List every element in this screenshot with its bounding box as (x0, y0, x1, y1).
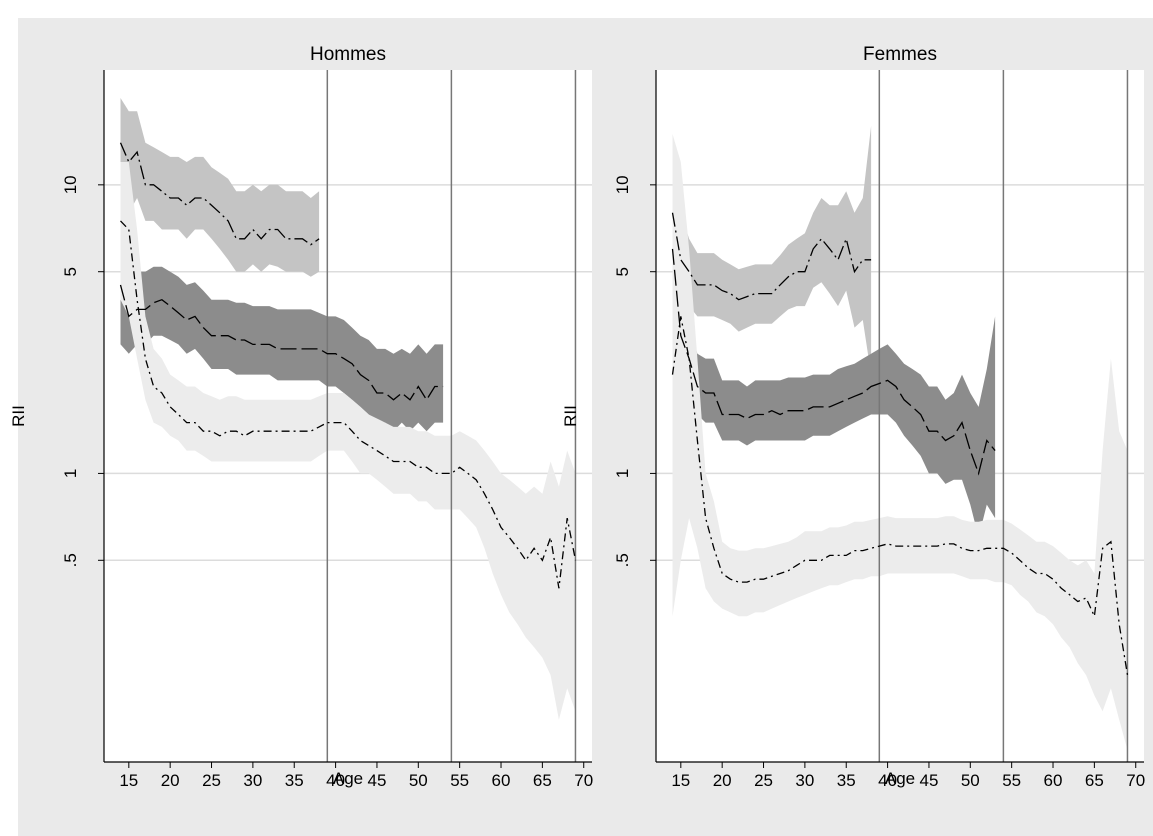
x-tick-label: 25 (754, 771, 773, 790)
x-tick-label: 65 (533, 771, 552, 790)
x-axis-label-femmes: Age (885, 769, 915, 788)
x-tick-label: 25 (202, 771, 221, 790)
x-tick-label: 70 (1126, 771, 1145, 790)
x-tick-label: 30 (243, 771, 262, 790)
x-tick-label: 20 (713, 771, 732, 790)
y-axis-label-hommes: RII (9, 405, 28, 427)
x-tick-label: 60 (492, 771, 511, 790)
x-tick-label: 65 (1085, 771, 1104, 790)
panel-title-femmes: Femmes (863, 44, 937, 65)
x-tick-label: 15 (119, 771, 138, 790)
y-tick-label: 10 (613, 175, 632, 194)
x-tick-label: 50 (409, 771, 428, 790)
panel-title-hommes: Hommes (310, 44, 386, 65)
x-tick-label: 15 (671, 771, 690, 790)
y-tick-label: 5 (613, 267, 632, 276)
x-tick-label: 20 (161, 771, 180, 790)
x-tick-label: 70 (574, 771, 593, 790)
y-tick-label: 10 (61, 175, 80, 194)
y-tick-label: 1 (613, 469, 632, 478)
y-axis-label-femmes: RII (561, 405, 580, 427)
x-tick-label: 45 (367, 771, 386, 790)
x-tick-label: 55 (450, 771, 469, 790)
x-tick-label: 55 (1002, 771, 1021, 790)
x-tick-label: 30 (795, 771, 814, 790)
y-tick-label: 1 (61, 469, 80, 478)
x-tick-label: 45 (919, 771, 938, 790)
x-tick-label: 50 (961, 771, 980, 790)
x-tick-label: 35 (285, 771, 304, 790)
x-tick-label: 35 (837, 771, 856, 790)
y-tick-label: .5 (61, 553, 80, 567)
y-tick-label: .5 (613, 553, 632, 567)
x-axis-label-hommes: Age (333, 769, 363, 788)
x-tick-label: 60 (1044, 771, 1063, 790)
y-tick-label: 5 (61, 267, 80, 276)
